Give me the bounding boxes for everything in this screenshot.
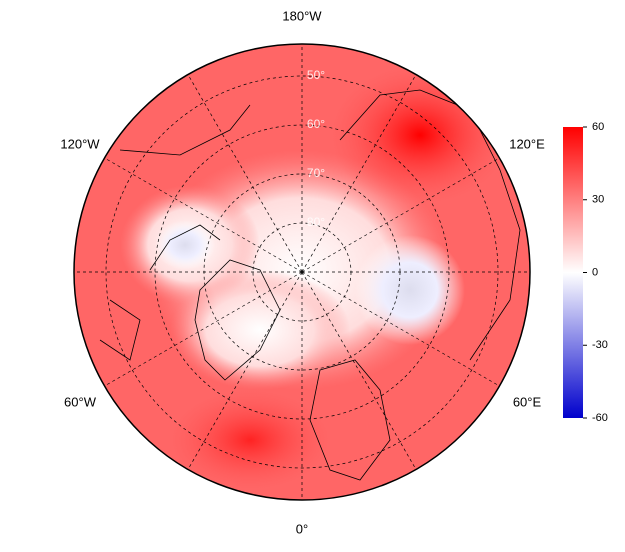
lon-label: 120°W [60, 136, 100, 151]
map-border [73, 43, 531, 501]
latitude-label: 60° [307, 117, 325, 131]
meridian [104, 157, 303, 273]
lon-label: 60°E [513, 394, 542, 409]
latitude-label: 50° [307, 68, 325, 82]
meridian [301, 271, 500, 387]
colorbar-tick-label: 60 [592, 121, 604, 133]
colorbar-tick-label: -30 [592, 339, 608, 351]
lon-label: 60°W [64, 394, 97, 409]
meridian [301, 157, 500, 273]
colorbar-tick-label: 30 [592, 194, 604, 206]
lon-label: 180°W [282, 8, 322, 23]
meridian [301, 74, 417, 273]
latitude-label: 80° [307, 215, 325, 229]
colorbar [563, 127, 583, 418]
latitude-circle [105, 75, 499, 469]
latitude-label: 70° [307, 166, 325, 180]
lon-label: 120°E [509, 136, 545, 151]
latitude-circle [154, 124, 450, 420]
meridian [301, 271, 417, 470]
lon-label: 0° [296, 521, 308, 536]
colorbar-tick-label: -60 [592, 412, 608, 424]
meridian [187, 271, 303, 470]
latitude-circle [203, 173, 401, 371]
graticule: 50° 60° 70° 80° [74, 44, 530, 500]
latitude-circle [252, 222, 352, 322]
colorbar-tick-label: 0 [592, 266, 598, 278]
meridian [187, 74, 303, 273]
colorbar-ticks: 60 30 0 -30 -60 [583, 121, 608, 424]
meridian [104, 271, 303, 387]
